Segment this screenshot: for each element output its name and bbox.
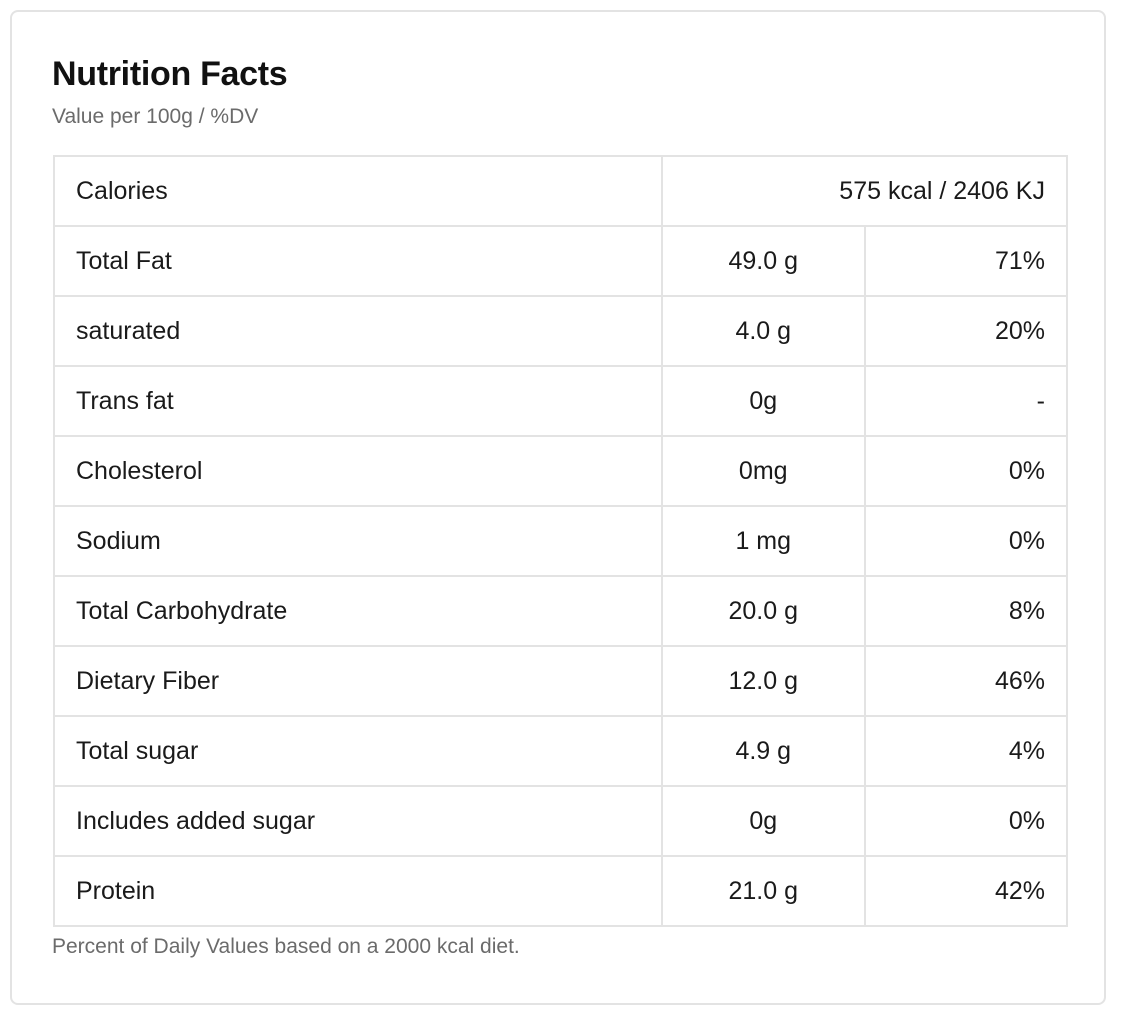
- nutrient-daily-value: 0%: [863, 505, 1068, 577]
- nutrient-daily-value: 71%: [863, 225, 1068, 297]
- table-row: Dietary Fiber 12.0 g 46%: [53, 645, 1068, 717]
- nutrient-name: Sodium: [53, 505, 663, 577]
- nutrition-facts-card: Nutrition Facts Value per 100g / %DV Cal…: [10, 10, 1106, 1005]
- nutrient-daily-value: 8%: [863, 575, 1068, 647]
- nutrient-daily-value: 4%: [863, 715, 1068, 787]
- subtitle: Value per 100g / %DV: [52, 105, 259, 128]
- nutrient-daily-value: 46%: [863, 645, 1068, 717]
- nutrient-daily-value: 0%: [863, 435, 1068, 507]
- table-row: Trans fat 0g -: [53, 365, 1068, 437]
- nutrient-name: saturated: [53, 295, 663, 367]
- nutrient-amount: 0mg: [661, 435, 866, 507]
- nutrient-amount: 20.0 g: [661, 575, 866, 647]
- nutrient-amount: 0g: [661, 785, 866, 857]
- nutrition-table: Calories 575 kcal / 2406 KJ Total Fat 49.…: [53, 155, 1068, 927]
- footnote: Percent of Daily Values based on a 2000 …: [52, 935, 520, 958]
- nutrient-amount: 12.0 g: [661, 645, 866, 717]
- nutrient-daily-value: -: [863, 365, 1068, 437]
- nutrient-daily-value: 0%: [863, 785, 1068, 857]
- nutrient-daily-value: 42%: [863, 855, 1068, 927]
- table-row: Protein 21.0 g 42%: [53, 855, 1068, 927]
- nutrient-name: Includes added sugar: [53, 785, 663, 857]
- table-row: Total sugar 4.9 g 4%: [53, 715, 1068, 787]
- nutrient-name: Total Carbohydrate: [53, 575, 663, 647]
- nutrient-name: Dietary Fiber: [53, 645, 663, 717]
- nutrient-name: Protein: [53, 855, 663, 927]
- nutrient-name: Cholesterol: [53, 435, 663, 507]
- calories-label: Calories: [53, 155, 663, 227]
- calories-value: 575 kcal / 2406 KJ: [661, 155, 1068, 227]
- table-row: Total Fat 49.0 g 71%: [53, 225, 1068, 297]
- table-row: Sodium 1 mg 0%: [53, 505, 1068, 577]
- nutrient-amount: 21.0 g: [661, 855, 866, 927]
- nutrient-amount: 4.9 g: [661, 715, 866, 787]
- nutrient-name: Trans fat: [53, 365, 663, 437]
- table-row: Total Carbohydrate 20.0 g 8%: [53, 575, 1068, 647]
- nutrient-name: Total sugar: [53, 715, 663, 787]
- nutrient-amount: 49.0 g: [661, 225, 866, 297]
- table-row-calories: Calories 575 kcal / 2406 KJ: [53, 155, 1068, 227]
- nutrient-amount: 4.0 g: [661, 295, 866, 367]
- table-row: Includes added sugar 0g 0%: [53, 785, 1068, 857]
- table-row: saturated 4.0 g 20%: [53, 295, 1068, 367]
- nutrient-daily-value: 20%: [863, 295, 1068, 367]
- table-row: Cholesterol 0mg 0%: [53, 435, 1068, 507]
- nutrient-name: Total Fat: [53, 225, 663, 297]
- page-title: Nutrition Facts: [52, 55, 288, 93]
- nutrient-amount: 0g: [661, 365, 866, 437]
- nutrient-amount: 1 mg: [661, 505, 866, 577]
